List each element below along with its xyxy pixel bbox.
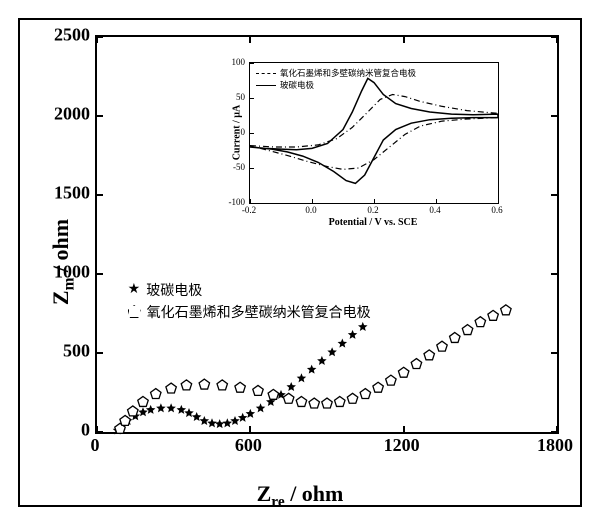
main-legend: ★玻碳电极氧化石墨烯和多壁碳纳米管复合电极 xyxy=(128,280,371,324)
y-tick: 1000 xyxy=(40,262,90,283)
inset-chart: 氧化石墨烯和多壁碳纳米管复合电极玻碳电极-100-50050100-0.20.0… xyxy=(207,52,507,232)
y-tick: 2000 xyxy=(40,104,90,125)
inset-x-label: Potential / V vs. SCE xyxy=(329,217,418,228)
y-tick: 0 xyxy=(40,420,90,441)
inset-plot-area: 氧化石墨烯和多壁碳纳米管复合电极玻碳电极 xyxy=(249,62,499,204)
inset-legend: 氧化石墨烯和多壁碳纳米管复合电极玻碳电极 xyxy=(256,67,416,91)
y-tick: 2500 xyxy=(40,25,90,46)
figure-root: Zm / ohm Zre / ohm 05001000150020002500 … xyxy=(0,0,600,523)
x-tick: 0 xyxy=(91,435,100,456)
main-plot-area: ★玻碳电极氧化石墨烯和多壁碳纳米管复合电极 氧化石墨烯和多壁碳纳米管复合电极玻碳… xyxy=(95,35,559,434)
x-tick: 1800 xyxy=(537,435,573,456)
y-tick: 500 xyxy=(40,341,90,362)
x-tick: 600 xyxy=(235,435,262,456)
legend-item: ★玻碳电极 xyxy=(128,280,371,300)
legend-item: 氧化石墨烯和多壁碳纳米管复合电极 xyxy=(128,302,371,322)
x-axis-label: Zre / ohm xyxy=(257,481,344,511)
x-tick: 1200 xyxy=(384,435,420,456)
inset-y-label: Current / µA xyxy=(231,105,242,161)
y-tick: 1500 xyxy=(40,183,90,204)
